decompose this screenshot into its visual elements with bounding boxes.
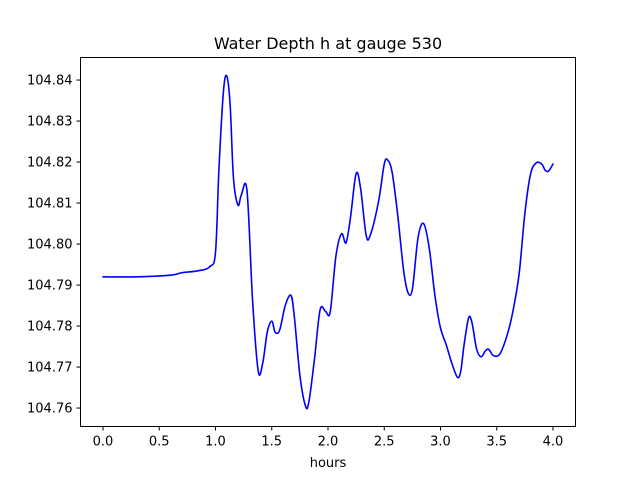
x-axis-label: hours bbox=[310, 456, 347, 471]
y-tick-label: 104.76 bbox=[27, 402, 73, 417]
y-tick-label: 104.83 bbox=[27, 115, 73, 130]
x-tick-label: 0.0 bbox=[93, 435, 114, 450]
x-tick-label: 3.5 bbox=[486, 435, 507, 450]
x-tick-label: 2.5 bbox=[374, 435, 395, 450]
x-tick-label: 0.5 bbox=[149, 435, 170, 450]
plot-area bbox=[102, 74, 554, 410]
y-tick-label: 104.80 bbox=[27, 238, 73, 253]
y-tick-label: 104.81 bbox=[27, 197, 73, 212]
series-line-0 bbox=[102, 74, 554, 410]
x-tick-label: 4.0 bbox=[543, 435, 564, 450]
axis-ticks: 0.0 0.5 1.0 1.5 2.0 2.5 3.0 3.5 4.0 104.76 104.77 1… bbox=[27, 74, 563, 450]
y-tick-label: 104.78 bbox=[27, 320, 73, 335]
y-tick-label: 104.79 bbox=[27, 279, 73, 294]
y-tick-label: 104.82 bbox=[27, 156, 73, 171]
x-tick-label: 2.0 bbox=[318, 435, 339, 450]
x-tick-label: 1.5 bbox=[261, 435, 282, 450]
y-tick-label: 104.77 bbox=[27, 361, 73, 376]
x-tick-label: 3.0 bbox=[430, 435, 451, 450]
axes-frame bbox=[80, 57, 576, 427]
y-tick-label: 104.84 bbox=[27, 74, 73, 89]
x-tick-label: 1.0 bbox=[205, 435, 226, 450]
chart-title: Water Depth h at gauge 530 bbox=[214, 34, 442, 53]
